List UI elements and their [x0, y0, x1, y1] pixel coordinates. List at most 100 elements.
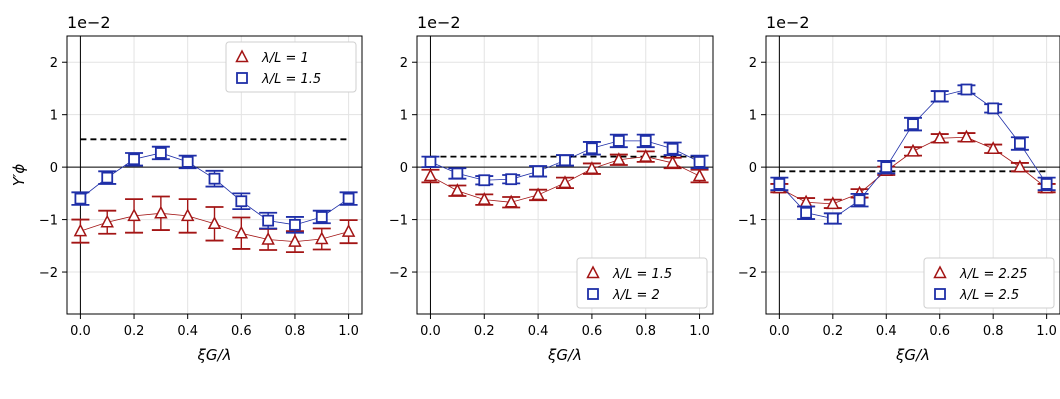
- x-tick-label: 0.6: [929, 324, 950, 339]
- data-point-square: [478, 174, 491, 187]
- y-tick-label: −2: [39, 266, 58, 281]
- panel-3: 0.0 0.2 0.4 0.6 0.8 1.0 −2 −1 0 1 2 1e−2 ξG/λ λ/L = 2…: [738, 13, 1060, 364]
- series-triangles: [770, 129, 1056, 210]
- data-point-square: [262, 214, 275, 227]
- data-point-square: [154, 147, 167, 159]
- legend-label: λ/L = 2: [612, 288, 660, 303]
- x-tick-label: 0.8: [635, 324, 656, 339]
- data-point-triangle: [906, 143, 920, 157]
- data-point-triangle: [315, 231, 329, 245]
- data-point-triangle: [73, 223, 88, 237]
- data-point-triangle: [180, 208, 195, 222]
- legend-label: λ/L = 1: [261, 51, 309, 66]
- x-axis-label: ξG/λ: [197, 346, 232, 364]
- y-tick-label: 2: [749, 56, 757, 71]
- data-point-square: [451, 167, 464, 180]
- y-axis-label: Y′ϕ: [10, 164, 28, 187]
- data-point-square: [639, 135, 652, 147]
- data-point-square: [208, 172, 221, 185]
- data-point-triangle: [423, 168, 438, 182]
- x-tick-label: 0.0: [70, 324, 91, 339]
- x-tick-label: 0.4: [876, 324, 897, 339]
- plot-area: [67, 36, 362, 314]
- legend-label: λ/L = 1.5: [612, 267, 672, 282]
- data-point-square: [1014, 137, 1026, 150]
- data-point-triangle: [127, 208, 141, 222]
- y-tick-label: −1: [738, 214, 757, 229]
- data-point-square: [933, 90, 946, 103]
- y-tick-label: 2: [400, 56, 408, 71]
- data-point-square: [342, 192, 355, 205]
- data-point-square: [853, 194, 866, 207]
- legend: λ/L = 1.5 λ/L = 2: [576, 257, 708, 309]
- data-point-square: [1040, 178, 1053, 190]
- data-point-triangle: [558, 175, 572, 189]
- x-axis-label: ξG/λ: [895, 346, 930, 364]
- data-point-square: [907, 118, 919, 131]
- data-point-square: [181, 155, 194, 168]
- panel-2: 0.0 0.2 0.4 0.6 0.8 1.0 −2 −1 0 1 2 1e−2 ξG/λ λ/L = 1…: [389, 13, 714, 364]
- x-tick-label: 0.0: [769, 324, 790, 339]
- data-point-triangle: [932, 130, 947, 144]
- data-point-square: [315, 211, 328, 223]
- data-point-square: [532, 165, 544, 178]
- axes-frame: [765, 35, 1060, 315]
- y-tick-label: 1: [400, 109, 408, 124]
- data-point-triangle: [504, 194, 518, 208]
- legend-marker-triangle: [235, 49, 249, 63]
- data-point-square: [505, 173, 518, 186]
- legend-label: λ/L = 1.5: [261, 72, 321, 87]
- data-point-triangle: [341, 224, 356, 237]
- scale-label: 1e−2: [766, 13, 810, 32]
- y-tick-label: 1: [749, 109, 757, 124]
- x-tick-label: 1.0: [689, 324, 710, 339]
- data-point-triangle: [100, 214, 114, 228]
- data-point-square: [666, 142, 679, 155]
- series-squares: [71, 145, 358, 234]
- x-tick-label: 0.6: [231, 324, 252, 339]
- legend-marker-square: [934, 288, 946, 300]
- legend: λ/L = 1 λ/L = 1.5: [225, 41, 357, 93]
- data-point-square: [612, 135, 625, 147]
- data-point-square: [960, 83, 973, 96]
- x-tick-label: 0.0: [420, 324, 441, 339]
- data-point-square: [826, 212, 839, 225]
- data-point-triangle: [531, 187, 545, 201]
- data-point-triangle: [1013, 159, 1027, 173]
- data-point-square: [693, 155, 706, 168]
- data-point-triangle: [207, 216, 222, 230]
- x-tick-label: 0.8: [285, 324, 306, 339]
- axes-frame: [416, 35, 714, 315]
- y-tick-label: −1: [39, 214, 58, 229]
- x-tick-label: 0.2: [822, 324, 843, 339]
- data-point-triangle: [665, 155, 680, 169]
- legend-label: λ/L = 2.25: [959, 267, 1027, 282]
- data-point-triangle: [585, 161, 599, 174]
- data-point-triangle: [477, 192, 492, 205]
- y-tick-label: 2: [50, 56, 58, 71]
- scale-label: 1e−2: [67, 13, 111, 32]
- y-tick-label: −2: [738, 266, 757, 281]
- series-triangles: [71, 195, 358, 254]
- legend-marker-triangle: [586, 265, 600, 279]
- legend: λ/L = 2.25 λ/L = 2.5: [923, 257, 1055, 309]
- data-point-triangle: [826, 196, 840, 210]
- data-point-triangle: [234, 225, 249, 239]
- scale-label: 1e−2: [417, 13, 461, 32]
- panel-1: 0.0 0.2 0.4 0.6 0.8 1.0 −2 −1 0 1 2 1e−2 ξG/λ Y′ϕ λ/L …: [10, 13, 363, 364]
- data-point-triangle: [261, 231, 275, 245]
- legend-box: [923, 257, 1055, 309]
- x-axis-label: ξG/λ: [547, 346, 582, 364]
- data-point-square: [559, 154, 571, 167]
- data-point-square: [128, 153, 140, 166]
- series-squares: [770, 83, 1056, 225]
- y-tick-label: −2: [389, 266, 408, 281]
- plot-area: [417, 36, 713, 314]
- data-point-triangle: [612, 152, 626, 166]
- plot-area: [766, 36, 1060, 314]
- y-tick-label: 0: [400, 161, 408, 176]
- data-point-square: [235, 195, 248, 208]
- legend-marker-square: [587, 288, 599, 300]
- data-point-square: [74, 192, 87, 205]
